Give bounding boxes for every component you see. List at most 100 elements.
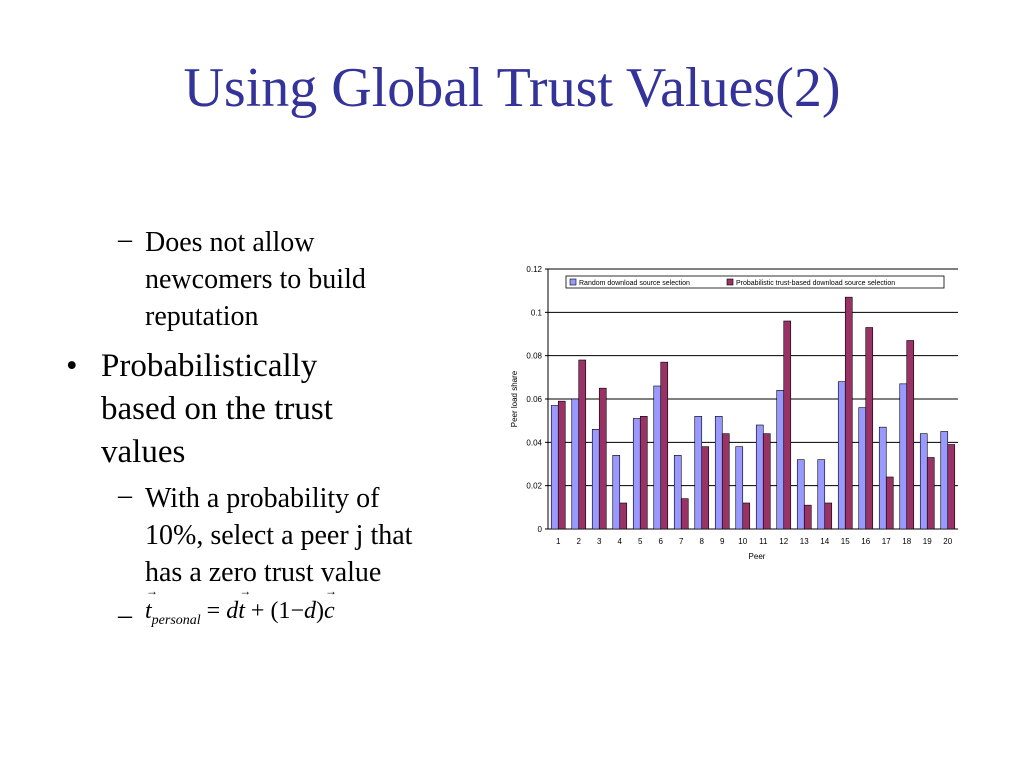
eq-d2: d [303, 598, 316, 624]
bar [557, 400, 566, 530]
bar [878, 426, 887, 530]
bullet-text-line: reputation [145, 301, 259, 332]
bar [578, 359, 587, 530]
bar [694, 416, 703, 530]
x-tick-label: 20 [943, 537, 952, 546]
bullet-text-line: Does not allow [145, 227, 315, 258]
eq-open: (1 [270, 598, 291, 624]
x-tick-label: 3 [597, 537, 602, 546]
eq-minus: − [290, 598, 304, 624]
y-tick-label: 0 [538, 525, 543, 534]
x-tick-label: 13 [800, 537, 809, 546]
bar [742, 502, 751, 530]
bar [926, 457, 935, 530]
bar [776, 390, 785, 530]
eq-d1: d [226, 598, 239, 624]
x-tick-label: 5 [638, 537, 643, 546]
eq-t: t [238, 584, 250, 625]
x-tick-label: 19 [923, 537, 932, 546]
bullet-text-line: based on the trust [101, 391, 333, 427]
bar [598, 387, 607, 530]
legend-box [565, 275, 945, 289]
x-tick-label: 18 [902, 537, 911, 546]
x-tick-label: 4 [618, 537, 623, 546]
bullet-marker: • [66, 348, 78, 384]
bar [612, 455, 621, 530]
bar [783, 320, 792, 530]
bar [824, 502, 833, 530]
bar [803, 504, 812, 530]
y-tick-label: 0.12 [526, 265, 542, 274]
legend-swatch [726, 278, 734, 286]
x-tick-label: 14 [820, 537, 829, 546]
y-tick-label: 0.04 [526, 438, 542, 447]
bar [940, 431, 949, 530]
y-tick-label: 0.06 [526, 395, 542, 404]
y-tick-label: 0.02 [526, 482, 542, 491]
bar [571, 398, 580, 530]
legend-label: Probabilistic trust-based download sourc… [736, 280, 895, 287]
bar [865, 327, 874, 530]
x-tick-label: 16 [861, 537, 870, 546]
legend-label: Random download source selection [579, 280, 690, 287]
bar [591, 429, 600, 530]
bar [837, 381, 846, 530]
x-tick-label: 1 [556, 537, 561, 546]
bar-chart: 00.020.040.060.080.10.121 2 3 4 5 6 7 8 9 10 11 12 1… [510, 265, 958, 561]
x-axis-label: Peer [749, 552, 766, 561]
x-tick-label: 11 [759, 537, 768, 546]
bullet-text-line: 10%, select a peer j that [145, 520, 413, 551]
y-tick-label: 0.08 [526, 352, 542, 361]
eq-c: c [324, 584, 337, 625]
legend-swatch [569, 278, 577, 286]
bar [632, 418, 641, 530]
x-tick-label: 10 [738, 537, 747, 546]
bar [721, 433, 730, 530]
eq-close: ) [315, 598, 324, 624]
bar [619, 502, 628, 530]
bar [899, 383, 908, 530]
eq-lhs: t [145, 584, 157, 625]
y-axis-label: Peer load share [510, 370, 519, 427]
x-tick-label: 8 [700, 537, 705, 546]
eq-lhs-subscript: personal [151, 613, 201, 628]
bar [660, 361, 669, 530]
bar [653, 385, 662, 530]
bar [796, 459, 805, 530]
bullet-marker: – [118, 480, 132, 511]
bar [906, 340, 915, 530]
bullet-text-line: Probabilistically [101, 348, 318, 384]
bar [735, 446, 744, 530]
bar [885, 476, 894, 530]
x-tick-label: 2 [577, 537, 582, 546]
x-tick-label: 9 [720, 537, 725, 546]
y-tick-label: 0.1 [531, 308, 543, 317]
bar [639, 416, 648, 530]
bar [762, 433, 771, 530]
bullet-text-line: With a probability of [145, 483, 380, 514]
x-tick-label: 7 [679, 537, 684, 546]
x-tick-label: 6 [659, 537, 664, 546]
bar [919, 433, 928, 530]
bar [714, 416, 723, 530]
bar [755, 424, 764, 530]
bullet-text-line: has a zero trust value [145, 557, 382, 588]
eq-plus: + [250, 598, 265, 624]
bar [680, 498, 689, 530]
x-tick-label: 12 [779, 537, 788, 546]
bar [858, 407, 867, 530]
x-tick-label: 15 [841, 537, 850, 546]
bar [844, 296, 853, 530]
bar [947, 444, 956, 530]
bullet-text-line: values [101, 434, 186, 470]
eq-equals: = [206, 598, 221, 624]
bullet-text-line: newcomers to build [145, 264, 366, 295]
bar [673, 455, 682, 530]
x-tick-label: 17 [882, 537, 891, 546]
bar [701, 446, 710, 530]
bar [550, 405, 559, 530]
bar [817, 459, 826, 530]
bullet-marker: – [118, 224, 132, 255]
bullet-marker: – [118, 600, 132, 631]
equation: tpersonal = dt + (1−d)c [145, 584, 337, 629]
